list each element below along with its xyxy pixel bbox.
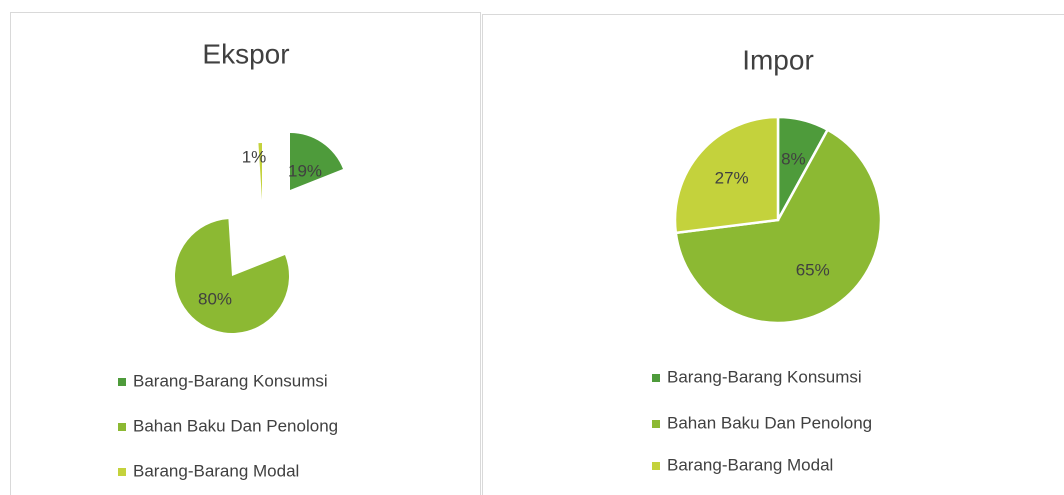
data-label: 65% (796, 261, 830, 280)
pie-slice (290, 133, 343, 190)
data-label: 80% (198, 289, 232, 308)
legend-swatch (652, 462, 660, 470)
panel-border (10, 12, 481, 495)
chart-title: Ekspor (202, 38, 289, 69)
legend-swatch (118, 468, 126, 476)
legend-label: Bahan Baku Dan Penolong (667, 413, 872, 432)
legend-label: Barang-Barang Konsumsi (133, 371, 328, 390)
pie-slice (258, 143, 262, 200)
data-label: 1% (242, 147, 267, 166)
legend-label: Barang-Barang Modal (667, 455, 833, 474)
legend-label: Barang-Barang Modal (133, 461, 299, 480)
legend-label: Bahan Baku Dan Penolong (133, 416, 338, 435)
pie-slice (673, 115, 780, 235)
legend-swatch (118, 423, 126, 431)
legend-label: Barang-Barang Konsumsi (667, 367, 862, 386)
data-label: 19% (288, 161, 322, 180)
pie-slice (175, 219, 289, 333)
data-label: 8% (781, 150, 806, 169)
legend-swatch (652, 420, 660, 428)
chart-title: Impor (742, 44, 814, 75)
legend-swatch (118, 378, 126, 386)
legend-swatch (652, 374, 660, 382)
panel-border (482, 14, 1064, 495)
data-label: 27% (715, 169, 749, 188)
pie-slice (674, 128, 883, 325)
